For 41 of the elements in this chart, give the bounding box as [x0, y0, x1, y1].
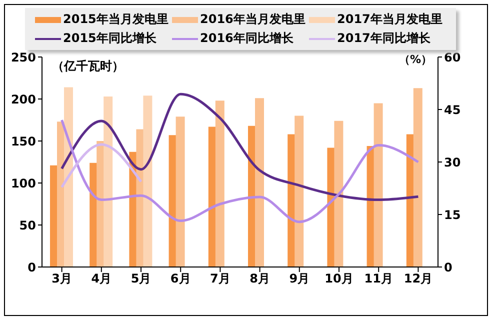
bar — [294, 116, 304, 267]
x-tick-label: 8月 — [250, 272, 270, 286]
y2-axis-title: （%） — [398, 52, 432, 67]
y2-tick-label: 15 — [444, 208, 461, 222]
x-tick-label: 6月 — [170, 272, 191, 286]
line-series — [60, 92, 420, 202]
x-tick-label: 9月 — [289, 272, 310, 286]
y-tick-label: 50 — [19, 218, 36, 232]
x-tick-label: 7月 — [210, 272, 230, 286]
y2-tick-label: 60 — [444, 50, 461, 64]
x-tick-label: 10月 — [324, 272, 354, 286]
y2-tick-label: 0 — [444, 260, 452, 274]
y2-tick-label: 30 — [444, 155, 461, 170]
bar — [374, 103, 383, 267]
y2-tick-label: 45 — [444, 102, 461, 117]
y-tick-label: 250 — [10, 50, 36, 64]
y-axis-title: （亿千瓦时） — [52, 58, 124, 75]
legend-label: 2016年当月发电里 — [200, 11, 306, 28]
bar — [104, 96, 113, 267]
bar — [215, 100, 224, 267]
x-tick-label: 5月 — [130, 272, 152, 286]
bar — [255, 98, 264, 267]
y-tick-label: 200 — [10, 92, 36, 106]
y-tick-label: 150 — [10, 134, 36, 148]
y-tick-label: 0 — [28, 260, 36, 274]
x-tick-label: 12月 — [404, 272, 433, 286]
bar — [334, 120, 344, 267]
bar — [176, 116, 185, 267]
bar — [143, 96, 152, 267]
bar — [64, 87, 73, 267]
x-tick-label: 11月 — [364, 272, 393, 286]
bar — [413, 88, 422, 267]
legend-label: 2017年当月发电里 — [337, 11, 442, 28]
legend-label: 2015年当月发电里 — [63, 11, 168, 28]
legend-label: 2016年同比增长 — [200, 30, 294, 47]
legend-label: 2017年同比增长 — [337, 30, 430, 47]
legend-label: 2015年同比增长 — [63, 30, 156, 47]
x-tick-label: 4月 — [91, 272, 112, 286]
y-tick-label: 100 — [10, 176, 36, 190]
x-tick-label: 3月 — [52, 272, 72, 286]
line-series — [60, 118, 420, 224]
